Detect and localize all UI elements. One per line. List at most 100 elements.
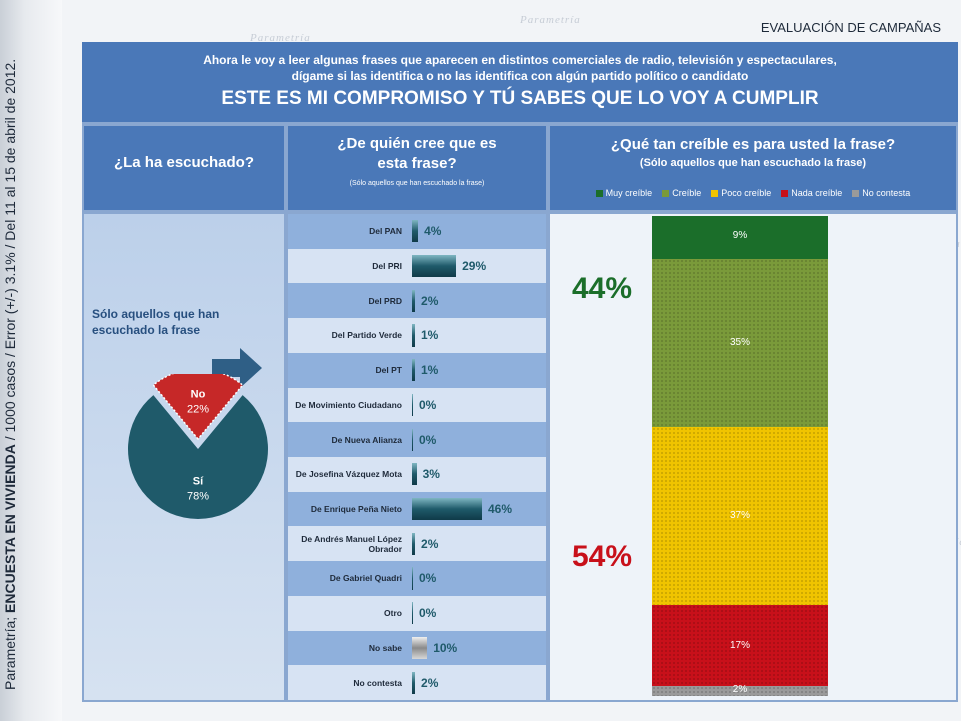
bar-row: De Enrique Peña Nieto 46% xyxy=(288,491,546,527)
bar-row: De Gabriel Quadri 0% xyxy=(288,561,546,596)
bar-row: Otro 0% xyxy=(288,595,546,631)
watermark-text: Parametría xyxy=(250,32,311,44)
bar-category-label: Del PAN xyxy=(369,226,402,237)
main-panel: Ahora le voy a leer algunas frases que a… xyxy=(82,42,958,702)
bar-value-label: 1% xyxy=(421,363,439,378)
bar-value-label: 2% xyxy=(421,675,439,690)
legend-swatch xyxy=(662,189,670,197)
stack-segment-label: 35% xyxy=(729,337,750,349)
bar xyxy=(412,428,413,451)
col2-note: (Sólo aquellos que han escuchado la fras… xyxy=(349,180,485,187)
legend-item: Creíble xyxy=(662,188,701,198)
stack-segment xyxy=(652,216,828,260)
question-line-1: Ahora le voy a leer algunas frases que a… xyxy=(203,53,837,67)
bar-value-label: 29% xyxy=(462,259,487,274)
col2-title-line1: ¿De quién cree que es xyxy=(337,135,497,152)
stack-segment-label: 17% xyxy=(729,639,750,651)
bar xyxy=(412,602,413,625)
legend-item: Poco creíble xyxy=(711,188,771,198)
arrow-right-icon xyxy=(212,348,262,388)
bar-value-label: 1% xyxy=(421,328,439,343)
bar-value-label: 0% xyxy=(419,606,437,621)
question-header: Ahora le voy a leer algunas frases que a… xyxy=(82,42,958,122)
legend-swatch xyxy=(595,189,603,197)
question-line-2: dígame si las identifica o no las identi… xyxy=(291,69,749,83)
bar xyxy=(412,324,415,347)
col2-title-line2: esta frase? xyxy=(377,155,457,172)
pie-slice-sí xyxy=(128,395,268,519)
col3-note: (Sólo aquellos que han escuchado la fras… xyxy=(639,157,867,169)
bar xyxy=(412,463,417,486)
legend-item: No contesta xyxy=(852,188,910,198)
pie-slice-no xyxy=(152,374,244,441)
bar-value-label: 0% xyxy=(419,571,437,586)
credibility-legend: Muy creíble Creíble Poco creíble Nada creíb… xyxy=(550,188,956,198)
bar-category-label: Del PT xyxy=(375,365,402,376)
heard-pie-chart: Sí 78% No 22% xyxy=(128,374,268,519)
bar-row: De Andrés Manuel López Obrador 2% xyxy=(288,526,546,562)
pie-note: Sólo aquellos que han escuchado la frase xyxy=(92,307,220,337)
legend-item: Nada creíble xyxy=(781,188,842,198)
bar xyxy=(412,254,457,278)
bar-value-label: 0% xyxy=(419,432,437,447)
legend-swatch xyxy=(711,189,719,197)
stack-segment xyxy=(652,604,828,687)
legend-label: No contesta xyxy=(862,188,911,198)
bar-category-label: No contesta xyxy=(353,677,402,688)
legend-swatch xyxy=(781,189,789,197)
bar-category-label: No sabe xyxy=(368,642,402,653)
bar-category-label: De Andrés Manuel López Obrador xyxy=(301,533,402,554)
heard-section: Sólo aquellos que han escuchado la frase… xyxy=(84,214,284,700)
bar xyxy=(412,393,413,416)
bar xyxy=(412,359,415,382)
stack-segment-label: 2% xyxy=(732,684,748,696)
bar xyxy=(412,220,419,243)
bar-value-label: 3% xyxy=(422,467,440,482)
bar-value-label: 2% xyxy=(421,536,439,551)
col1-header: ¿La ha escuchado? xyxy=(84,126,284,210)
legend-label: Poco creíble xyxy=(721,188,772,198)
bar xyxy=(412,497,482,521)
bar-value-label: 2% xyxy=(421,293,439,308)
credibility-stacked-bar: 9% 35% 37% 17% 2% xyxy=(652,216,828,696)
bar xyxy=(412,671,416,694)
stack-segment-label: 9% xyxy=(732,230,748,241)
stack-segment-label: 37% xyxy=(729,510,750,521)
bar-row: De Movimiento Ciudadano 0% xyxy=(288,387,546,423)
bar-value-label: 4% xyxy=(424,224,442,239)
col1-title: ¿La ha escuchado? xyxy=(113,154,255,171)
bar-category-label: Del Partido Verde xyxy=(331,330,402,341)
col3-title: ¿Qué tan creíble es para usted la frase? xyxy=(610,136,896,153)
bar-category-label: Del PRI xyxy=(372,261,402,272)
bar-category-label: De Enrique Peña Nieto xyxy=(310,504,402,515)
legend-item: Muy creíble xyxy=(595,188,653,198)
pie-label: Sí xyxy=(193,476,204,488)
credibility-section: 44% 54% 9% 35% 37% 17% 2% xyxy=(550,214,956,700)
bar-category-label: De Nueva Alianza xyxy=(331,434,402,445)
bar-value-label: 10% xyxy=(433,640,458,655)
bar xyxy=(412,289,416,312)
bar xyxy=(412,636,428,659)
not-credible-total-label: 54% xyxy=(572,540,633,573)
bar xyxy=(412,567,413,590)
bar-category-label: De Gabriel Quadri xyxy=(329,573,402,584)
stack-segment xyxy=(652,259,828,428)
bar-row: De Nueva Alianza 0% xyxy=(288,422,546,457)
bar-row: De Josefina Vázquez Mota 3% xyxy=(288,457,546,492)
bar-row: Del Partido Verde 1% xyxy=(288,318,546,353)
bar-value-label: 46% xyxy=(488,502,513,517)
pie-label: No xyxy=(191,389,206,401)
bar-row: No sabe 10% xyxy=(288,630,546,666)
campaign-phrase: ESTE ES MI COMPROMISO Y TÚ SABES QUE LO … xyxy=(221,88,819,109)
col2-header: ¿De quién cree que es esta frase? (Sólo … xyxy=(288,126,546,210)
survey-source-caption: Parametría; ENCUESTA EN VIVIENDA / 1000 … xyxy=(2,58,18,690)
credible-total-label: 44% xyxy=(572,272,633,305)
left-decor-strip xyxy=(0,0,62,721)
bar-category-label: Del PRD xyxy=(368,295,402,306)
legend-label: Muy creíble xyxy=(605,188,653,198)
section-title: EVALUACIÓN DE CAMPAÑAS xyxy=(760,20,941,35)
bar-row: Del PRI 29% xyxy=(288,248,546,284)
bar-row: Del PRD 2% xyxy=(288,283,546,319)
bar-value-label: 0% xyxy=(419,397,437,412)
